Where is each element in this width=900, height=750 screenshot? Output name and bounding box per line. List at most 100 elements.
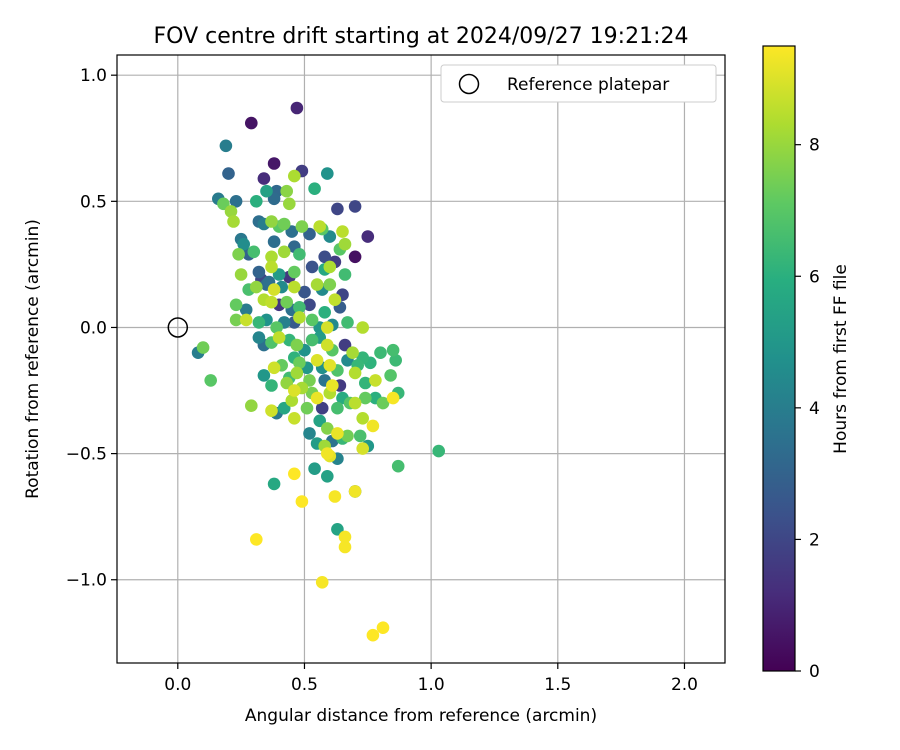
data-point bbox=[257, 369, 271, 382]
data-point bbox=[318, 306, 332, 319]
data-point bbox=[310, 354, 324, 367]
data-point bbox=[293, 356, 306, 370]
data-point bbox=[359, 376, 372, 390]
y-axis: −1.0 −0.5 0.0 0.5 1.0 bbox=[66, 66, 117, 591]
colorbar-tick-label: 6 bbox=[809, 267, 820, 287]
data-point bbox=[338, 268, 352, 281]
data-point bbox=[348, 485, 362, 498]
data-point bbox=[252, 316, 266, 329]
data-point bbox=[247, 245, 261, 259]
data-point bbox=[249, 533, 263, 546]
data-point bbox=[267, 477, 281, 491]
y-tick-label: 0.5 bbox=[80, 192, 107, 212]
colorbar-tick-label: 8 bbox=[809, 136, 820, 156]
data-point bbox=[328, 293, 342, 307]
grid bbox=[117, 55, 725, 663]
data-point bbox=[257, 172, 271, 185]
chart-title: FOV centre drift starting at 2024/09/27 … bbox=[154, 24, 689, 49]
data-point bbox=[338, 530, 352, 544]
data-point bbox=[348, 366, 362, 380]
data-point bbox=[204, 374, 217, 387]
data-point bbox=[290, 338, 304, 352]
data-point bbox=[288, 412, 301, 425]
colorbar-tick-label: 2 bbox=[809, 530, 820, 550]
data-point bbox=[290, 366, 304, 380]
data-point bbox=[305, 333, 319, 347]
data-point bbox=[338, 540, 352, 554]
data-point bbox=[315, 576, 329, 589]
data-point bbox=[249, 195, 263, 208]
data-point bbox=[252, 265, 266, 279]
data-point bbox=[267, 157, 281, 170]
x-tick-label: 0.0 bbox=[164, 675, 191, 695]
data-point bbox=[288, 265, 301, 279]
data-point bbox=[346, 346, 359, 360]
data-point bbox=[348, 250, 362, 264]
data-point bbox=[239, 313, 253, 327]
y-tick-label: −0.5 bbox=[66, 445, 107, 465]
data-point bbox=[265, 379, 278, 392]
colorbar-label: Hours from first FF file bbox=[831, 264, 851, 454]
data-point bbox=[432, 444, 446, 458]
data-point bbox=[389, 354, 403, 367]
data-point bbox=[293, 301, 306, 314]
legend-marker-reference bbox=[458, 73, 480, 95]
data-point bbox=[353, 429, 367, 443]
data-point bbox=[331, 401, 344, 415]
x-axis-label: Angular distance from reference (arcmin) bbox=[245, 706, 597, 726]
data-point bbox=[245, 116, 258, 130]
data-point bbox=[293, 248, 306, 261]
data-point bbox=[283, 197, 296, 211]
data-point bbox=[260, 184, 273, 198]
y-axis-label: Rotation from reference (arcmin) bbox=[23, 219, 43, 499]
data-point bbox=[356, 321, 370, 334]
data-point bbox=[249, 280, 263, 294]
data-point bbox=[321, 470, 334, 483]
data-point bbox=[288, 280, 301, 294]
data-point bbox=[308, 462, 321, 476]
data-point bbox=[341, 316, 354, 329]
data-point bbox=[321, 167, 334, 180]
data-point bbox=[384, 369, 397, 382]
data-point bbox=[321, 338, 334, 352]
data-point bbox=[295, 495, 309, 508]
colorbar-tick-label: 4 bbox=[809, 399, 820, 419]
data-point bbox=[313, 220, 327, 233]
data-point bbox=[234, 268, 248, 281]
data-point bbox=[348, 396, 362, 410]
data-point bbox=[288, 384, 301, 397]
legend-label-reference: Reference platepar bbox=[507, 75, 669, 95]
data-point bbox=[229, 313, 243, 327]
data-point bbox=[267, 235, 281, 248]
data-point bbox=[267, 361, 281, 375]
data-point bbox=[348, 200, 362, 213]
data-point bbox=[290, 101, 304, 115]
data-point bbox=[222, 167, 235, 180]
data-points bbox=[191, 101, 446, 642]
data-point bbox=[265, 260, 278, 274]
data-point bbox=[239, 303, 253, 317]
data-point bbox=[280, 295, 294, 309]
data-point bbox=[326, 379, 339, 392]
data-point bbox=[224, 205, 238, 218]
data-point bbox=[315, 401, 329, 415]
data-point bbox=[277, 245, 291, 259]
reference-marker bbox=[167, 317, 189, 338]
x-tick-label: 2.0 bbox=[671, 675, 698, 695]
y-tick-label: −1.0 bbox=[66, 571, 107, 591]
x-axis: 0.0 0.5 1.0 1.5 2.0 bbox=[164, 663, 698, 695]
data-point bbox=[386, 391, 400, 405]
data-point bbox=[310, 391, 324, 405]
colorbar: 0 2 4 6 8 Hours from first FF file bbox=[762, 45, 851, 682]
x-tick-label: 1.0 bbox=[418, 675, 445, 695]
reference-point bbox=[167, 317, 189, 338]
data-point bbox=[356, 442, 370, 455]
data-point bbox=[229, 298, 243, 312]
data-point bbox=[303, 427, 316, 440]
data-point bbox=[285, 394, 299, 407]
data-point bbox=[288, 467, 301, 481]
data-point bbox=[323, 260, 337, 274]
y-tick-label: 0.0 bbox=[80, 318, 107, 338]
data-point bbox=[328, 490, 342, 503]
